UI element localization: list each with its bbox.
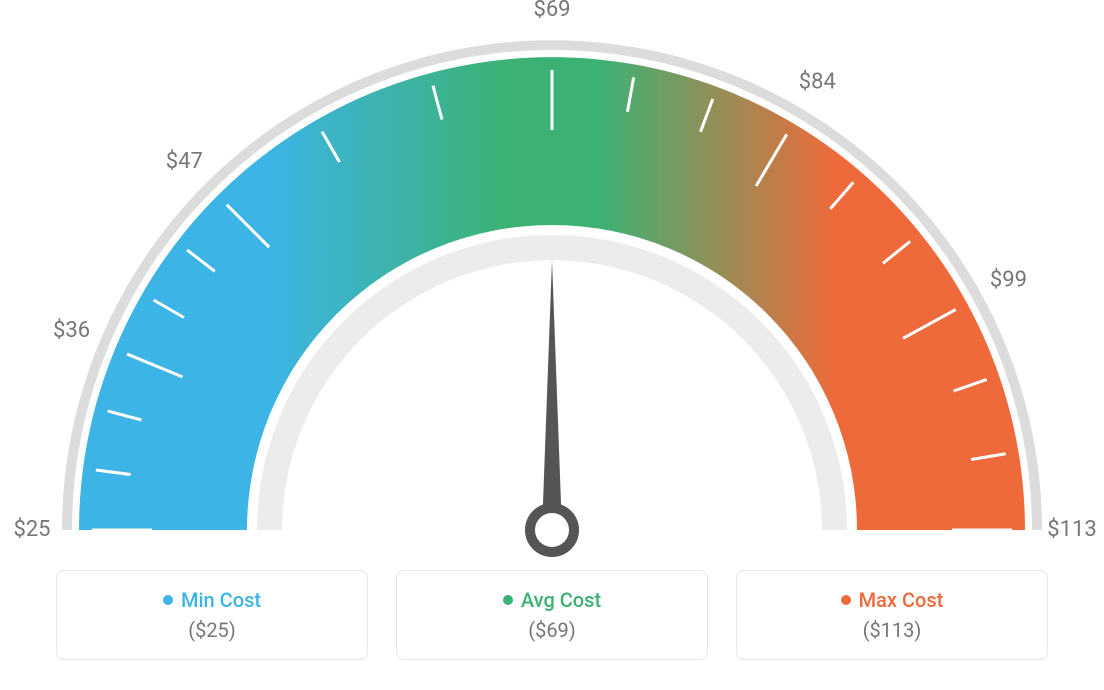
legend-label-avg: Avg Cost <box>521 588 601 612</box>
legend-title-max: Max Cost <box>841 588 944 612</box>
legend-card-max: Max Cost ($113) <box>736 570 1048 660</box>
legend-title-min: Min Cost <box>163 588 261 612</box>
svg-text:$99: $99 <box>990 268 1027 293</box>
svg-text:$69: $69 <box>533 0 570 22</box>
legend-label-max: Max Cost <box>859 588 944 612</box>
svg-text:$25: $25 <box>13 517 50 542</box>
legend-value-max: ($113) <box>863 618 922 642</box>
svg-text:$47: $47 <box>166 149 203 174</box>
legend-value-min: ($25) <box>188 618 236 642</box>
svg-text:$36: $36 <box>53 318 90 343</box>
svg-text:$113: $113 <box>1047 517 1096 542</box>
cost-gauge: $25 $36 $47 $69 $84 $99 $113 <box>0 0 1104 560</box>
legend-card-min: Min Cost ($25) <box>56 570 368 660</box>
legend-dot-max <box>841 595 851 605</box>
legend-value-avg: ($69) <box>528 618 576 642</box>
legend-dot-avg <box>503 595 513 605</box>
gauge-container: $25 $36 $47 $69 $84 $99 $113 <box>0 0 1104 560</box>
legend-label-min: Min Cost <box>181 588 261 612</box>
legend-dot-min <box>163 595 173 605</box>
legend-card-avg: Avg Cost ($69) <box>396 570 708 660</box>
legend-row: Min Cost ($25) Avg Cost ($69) Max Cost (… <box>0 570 1104 660</box>
svg-text:$84: $84 <box>799 70 836 95</box>
legend-title-avg: Avg Cost <box>503 588 601 612</box>
